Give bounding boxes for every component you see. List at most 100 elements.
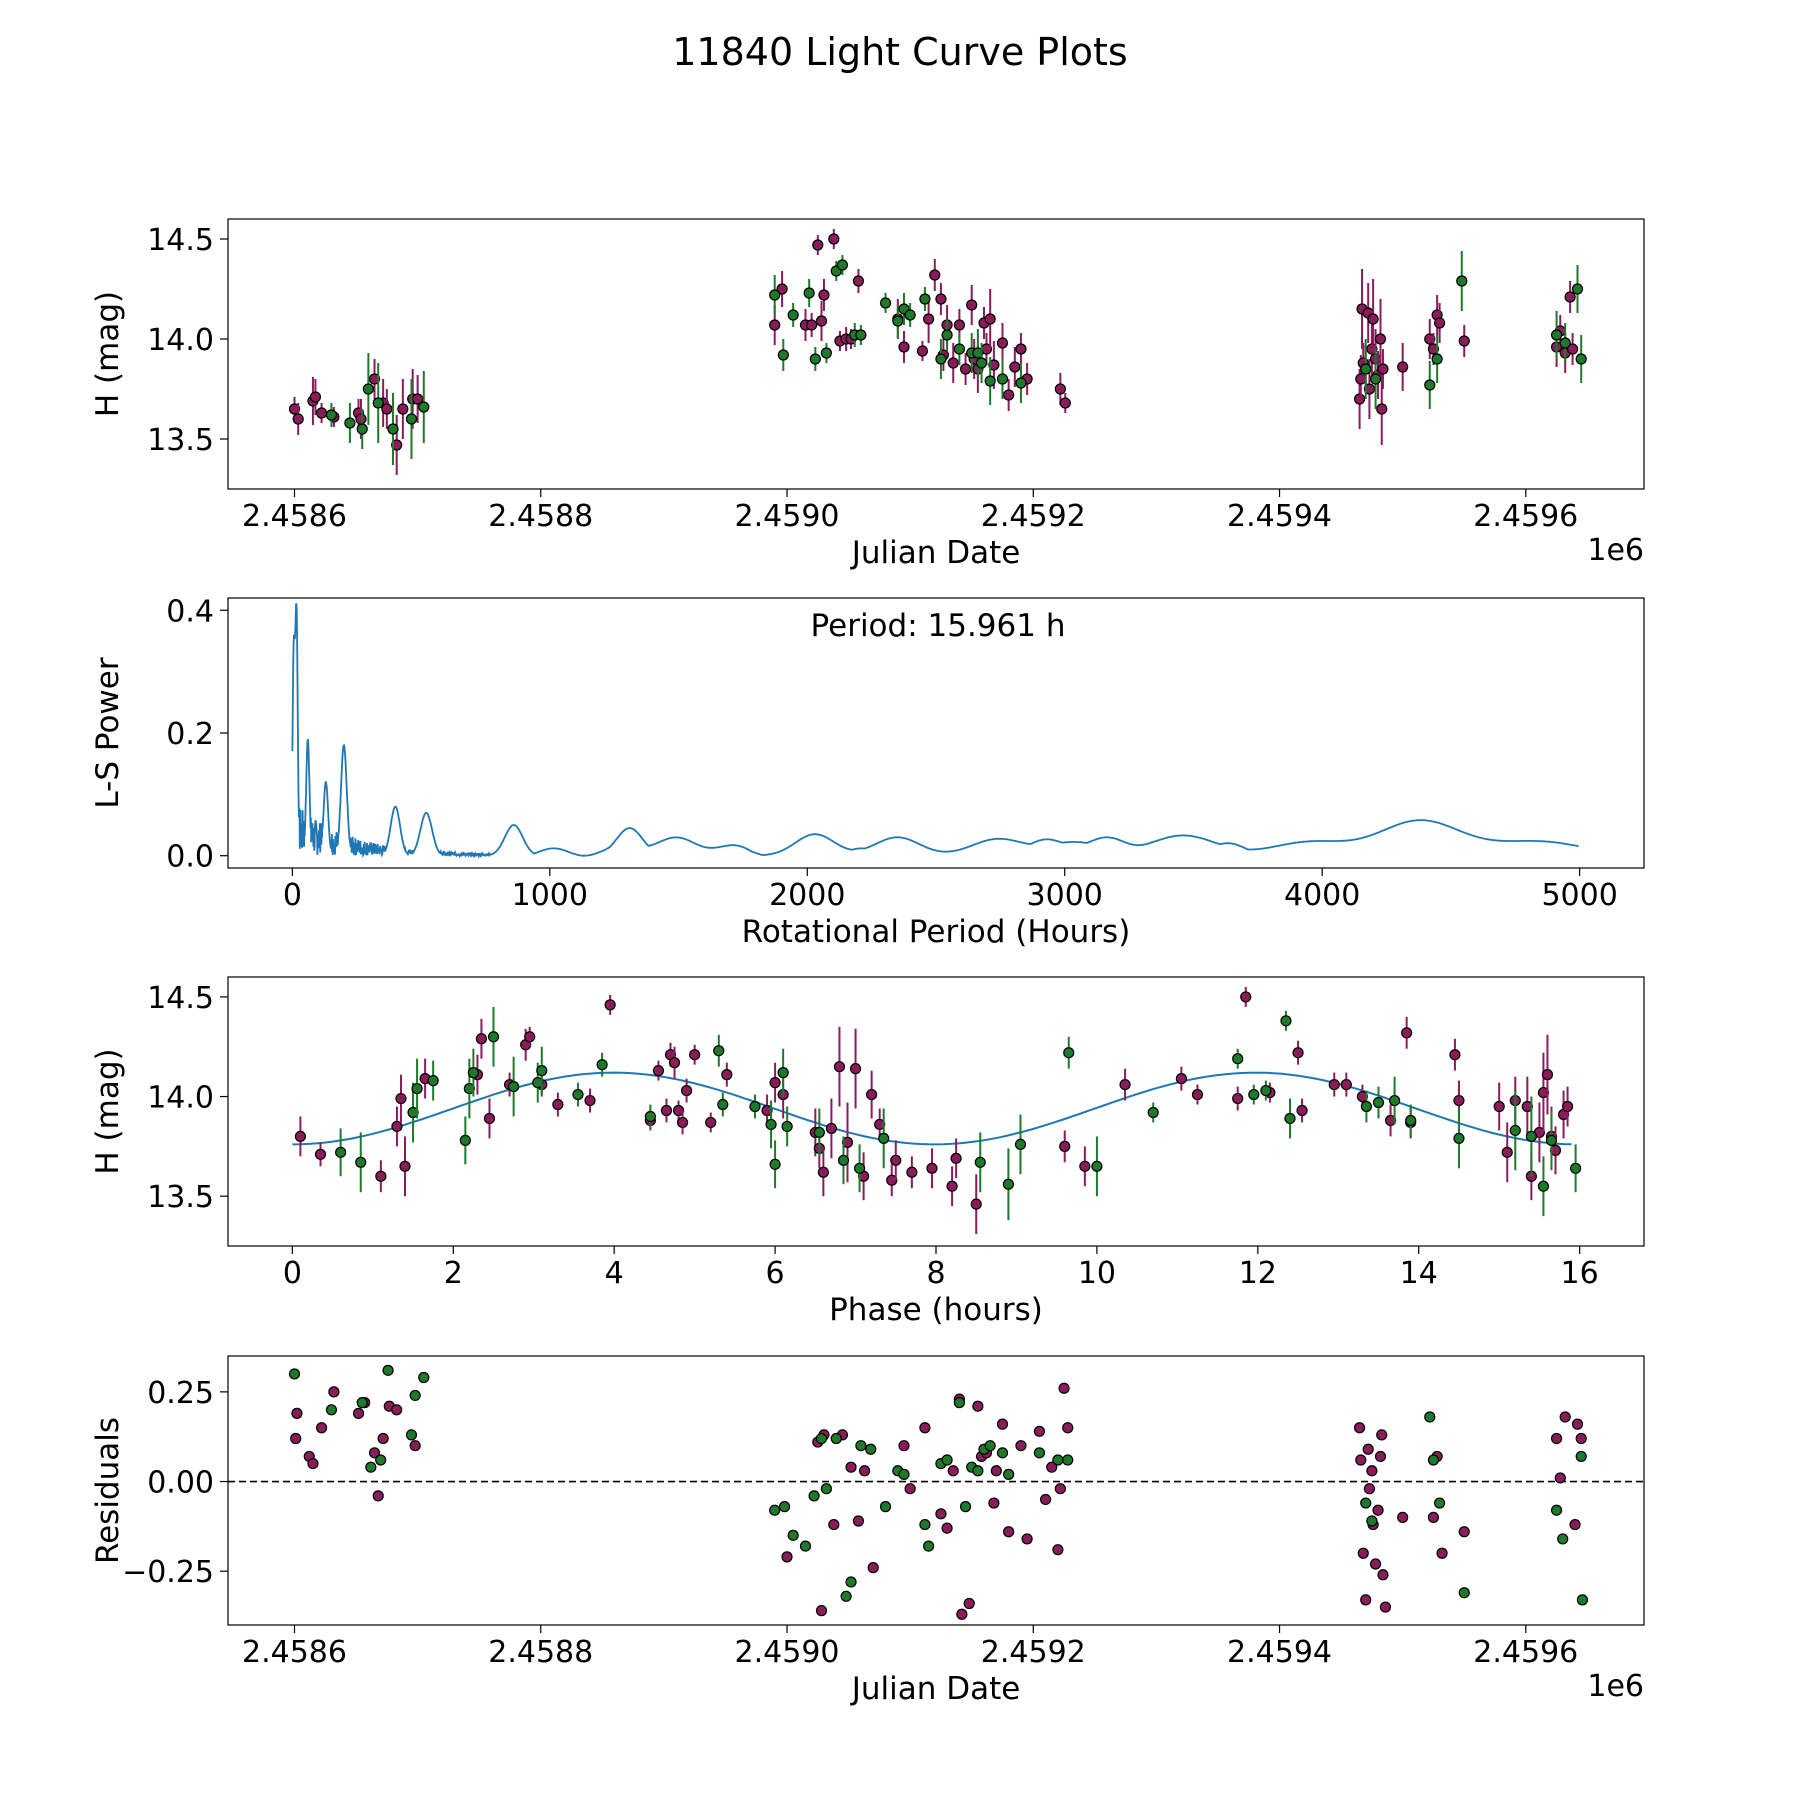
data-point: [1284, 1112, 1296, 1125]
x-tick-label: 10: [1078, 1256, 1116, 1291]
data-point: [352, 1407, 365, 1419]
data-point: [365, 1461, 377, 1473]
data-point: [372, 1490, 384, 1502]
data-point: [652, 1065, 665, 1077]
data-point: [325, 1404, 338, 1416]
data-point: [855, 1440, 867, 1452]
data-point: [391, 1120, 403, 1133]
y-axis-label: H (mag): [90, 1048, 126, 1174]
data-point: [1525, 1130, 1537, 1143]
data-point: [809, 353, 821, 365]
data-point: [307, 1457, 319, 1470]
data-point: [904, 309, 916, 321]
data-point: [996, 1447, 1009, 1459]
data-point: [1021, 1533, 1033, 1545]
data-point: [1353, 393, 1366, 405]
data-point: [355, 1156, 367, 1168]
data-point: [1292, 1047, 1304, 1059]
data-point: [1054, 1483, 1066, 1495]
data-point: [1033, 1447, 1046, 1459]
x-tick-label: 2.4592: [981, 1635, 1086, 1670]
data-point: [916, 345, 929, 357]
data-point: [459, 1134, 471, 1146]
data-point: [356, 1397, 368, 1409]
data-point: [356, 423, 368, 435]
data-point: [328, 1386, 340, 1398]
data-point: [1541, 1069, 1554, 1081]
data-point: [1372, 1504, 1384, 1516]
panel-periodogram: 0 1000 2000 3000 4000 5000 0.0 0.2 0.4 Rotational…: [90, 594, 1645, 950]
data-point: [898, 1440, 910, 1452]
data-point: [1362, 1443, 1374, 1455]
data-point: [713, 1045, 725, 1057]
periodogram-plot-area: [291, 603, 1579, 859]
series-magenta: [294, 986, 1574, 1235]
data-point: [1059, 1140, 1071, 1152]
data-point: [405, 1429, 418, 1441]
series-green: [325, 251, 1587, 465]
data-point: [825, 1122, 838, 1135]
data-point: [1376, 403, 1388, 415]
data-point: [1015, 343, 1027, 355]
data-point: [929, 269, 941, 281]
data-point: [427, 1075, 439, 1087]
y-tick-label: 0.2: [166, 717, 214, 752]
data-point: [1328, 1078, 1340, 1091]
data-point: [1052, 1454, 1064, 1466]
data-point: [1353, 1422, 1366, 1434]
data-point: [1363, 383, 1376, 395]
data-point: [828, 233, 840, 245]
x-tick-label: 6: [766, 1256, 785, 1291]
data-point: [1232, 1053, 1244, 1065]
data-point: [524, 1031, 536, 1043]
data-point: [935, 293, 947, 305]
data-point: [956, 1608, 968, 1620]
data-point: [953, 343, 965, 355]
data-point: [584, 1094, 596, 1107]
data-point: [950, 1152, 962, 1164]
data-point: [1015, 1440, 1027, 1452]
data-point: [1366, 1465, 1378, 1477]
data-point: [818, 289, 830, 301]
x-tick-label: 2.4594: [1227, 1635, 1332, 1670]
data-point: [344, 417, 356, 429]
data-point: [676, 1116, 689, 1129]
data-point: [1296, 1104, 1308, 1117]
data-point: [1449, 1049, 1461, 1061]
data-point: [769, 1504, 781, 1516]
data-point: [778, 1501, 791, 1513]
x-tick-label: 0: [283, 878, 302, 913]
data-point: [947, 1465, 959, 1477]
data-point: [717, 1098, 729, 1111]
data-point: [833, 1061, 846, 1073]
y-tick-label: 13.5: [147, 423, 214, 458]
data-point: [1424, 1411, 1436, 1423]
data-point: [377, 1432, 389, 1445]
panel-residuals: 2.4586 2.4588 2.4590 2.4592 2.4594 2.4596 −0.2…: [90, 1355, 1645, 1707]
data-point: [1427, 1454, 1440, 1466]
lightcurve-plot-area: [288, 229, 1587, 475]
data-point: [1372, 1096, 1385, 1109]
data-point: [1360, 1594, 1372, 1606]
data-point: [721, 1069, 733, 1081]
data-point: [923, 1540, 935, 1552]
data-point: [820, 1483, 833, 1495]
data-point: [947, 357, 959, 369]
x-tick-label: 2.4592: [981, 499, 1086, 534]
data-point: [898, 341, 910, 353]
data-point: [1014, 1138, 1027, 1150]
data-point: [1561, 1100, 1574, 1113]
data-point: [405, 413, 418, 425]
data-point: [849, 1063, 862, 1075]
data-point: [923, 313, 935, 325]
data-point: [362, 383, 374, 395]
x-tick-label: 1000: [512, 878, 588, 913]
x-tick-label: 2.4594: [1227, 499, 1332, 534]
data-point: [1554, 1472, 1566, 1484]
data-point: [1360, 1497, 1372, 1509]
data-point: [1575, 1450, 1587, 1463]
data-point: [890, 1154, 902, 1166]
data-point: [769, 289, 781, 301]
phased-frame: [227, 976, 1645, 1247]
